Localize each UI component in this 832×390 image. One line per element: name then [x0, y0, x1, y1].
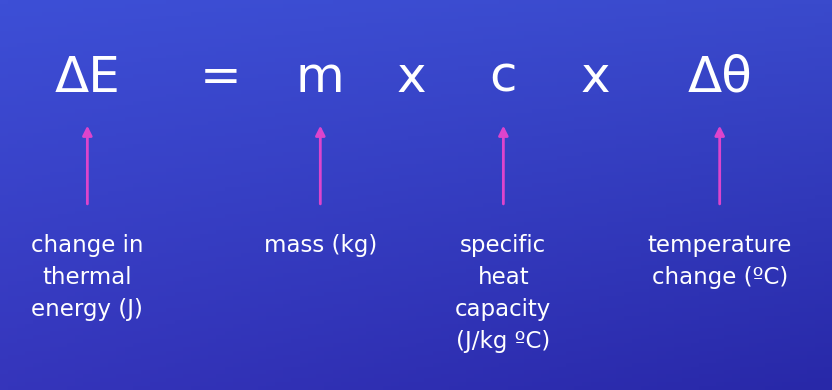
Text: m: m — [296, 54, 344, 102]
Text: =: = — [200, 54, 241, 102]
Text: c: c — [489, 54, 518, 102]
Text: mass (kg): mass (kg) — [264, 234, 377, 257]
Text: ΔE: ΔE — [54, 54, 121, 102]
Text: x: x — [397, 54, 427, 102]
Text: Δθ: Δθ — [687, 54, 752, 102]
Text: x: x — [580, 54, 610, 102]
Text: specific
heat
capacity
(J/kg ºC): specific heat capacity (J/kg ºC) — [455, 234, 552, 353]
Text: temperature
change (ºC): temperature change (ºC) — [647, 234, 792, 289]
Text: change in
thermal
energy (J): change in thermal energy (J) — [31, 234, 144, 321]
